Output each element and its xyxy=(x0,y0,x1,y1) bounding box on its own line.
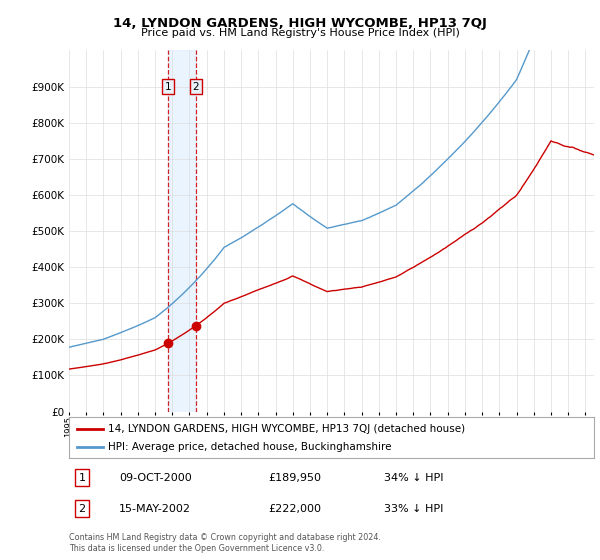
Text: 14, LYNDON GARDENS, HIGH WYCOMBE, HP13 7QJ (detached house): 14, LYNDON GARDENS, HIGH WYCOMBE, HP13 7… xyxy=(109,424,466,434)
Text: 2: 2 xyxy=(193,82,199,91)
Text: £189,950: £189,950 xyxy=(269,473,322,483)
Text: 09-OCT-2000: 09-OCT-2000 xyxy=(119,473,191,483)
Text: 34% ↓ HPI: 34% ↓ HPI xyxy=(384,473,443,483)
Text: 2: 2 xyxy=(79,503,86,514)
Text: 33% ↓ HPI: 33% ↓ HPI xyxy=(384,503,443,514)
Text: Price paid vs. HM Land Registry's House Price Index (HPI): Price paid vs. HM Land Registry's House … xyxy=(140,28,460,38)
Text: HPI: Average price, detached house, Buckinghamshire: HPI: Average price, detached house, Buck… xyxy=(109,442,392,452)
Bar xyxy=(169,50,196,412)
Text: 14, LYNDON GARDENS, HIGH WYCOMBE, HP13 7QJ: 14, LYNDON GARDENS, HIGH WYCOMBE, HP13 7… xyxy=(113,17,487,30)
Text: 1: 1 xyxy=(79,473,86,483)
Text: 15-MAY-2002: 15-MAY-2002 xyxy=(119,503,191,514)
Text: £222,000: £222,000 xyxy=(269,503,322,514)
Text: 1: 1 xyxy=(165,82,172,91)
Text: Contains HM Land Registry data © Crown copyright and database right 2024.
This d: Contains HM Land Registry data © Crown c… xyxy=(69,533,381,553)
